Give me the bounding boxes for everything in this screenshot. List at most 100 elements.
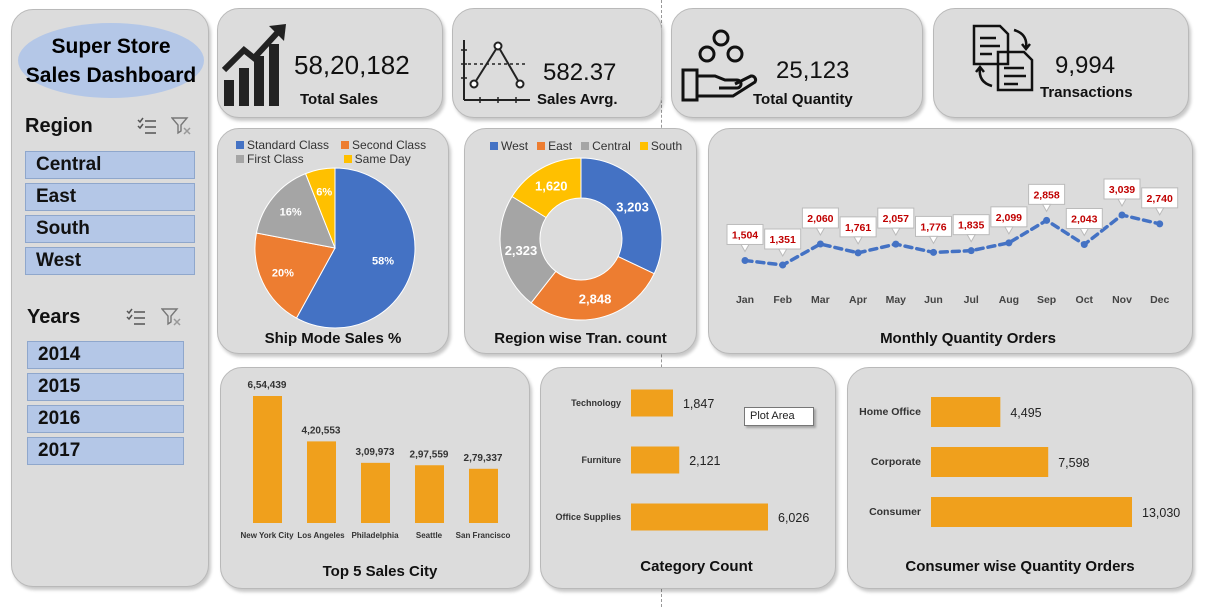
category-bar-chart: Technology 1,847 Furniture 2,121 Office Supp… [555,389,809,531]
line-data-label: 1,776 [920,221,946,233]
total-quantity-label: Total Quantity [753,91,853,108]
bar-data-label: 1,847 [683,397,714,411]
slicer-item-central[interactable]: Central [25,151,195,179]
pie-data-label: 6% [316,186,332,198]
clear-filter-icon[interactable] [161,307,183,327]
line-data-label: 1,504 [732,229,758,241]
line-point [1156,220,1164,228]
line-data-label: 2,099 [996,212,1022,224]
top-cities-bar-chart: 6,54,439 New York City 4,20,553 Los Angeles… [240,380,511,540]
city-bar-los-angeles [307,441,336,523]
data-callout: 3,039 [1103,178,1141,208]
dashboard-title-line1: Super Store [51,34,171,58]
hbar-corporate [931,447,1049,477]
x-tick-label: New York City [240,531,294,540]
donut-data-label: 3,203 [616,199,649,214]
line-point [1118,211,1126,219]
bar-data-label: 13,030 [1142,506,1180,520]
slicer-item-2015[interactable]: 2015 [27,373,184,401]
category-chart-panel [540,367,836,589]
y-tick-label: Consumer [869,506,921,518]
legend-item: East [537,139,572,153]
top-cities-chart-title: Top 5 Sales City [322,563,438,580]
legend-item: Standard Class [236,138,329,152]
y-tick-label: Furniture [582,455,622,465]
bar-data-label: 6,026 [778,511,809,525]
clear-filter-icon[interactable] [171,116,193,136]
data-callout: 2,858 [1028,183,1066,213]
line-data-label: 2,740 [1147,193,1173,205]
x-tick-label: Oct [1076,294,1094,306]
legend-item: South [639,139,683,153]
consumer-chart-title: Consumer wise Quantity Orders [905,558,1135,575]
donut-data-label: 2,323 [505,243,538,258]
bar-data-label: 3,09,973 [356,447,395,458]
slicer-item-south[interactable]: South [25,215,195,243]
donut-data-label: 2,848 [579,291,612,306]
data-callout: 2,099 [990,206,1028,235]
consumer-bar-chart: Home Office 4,495 Corporate 7,598 Consumer 13… [859,397,1180,527]
multi-select-icon[interactable] [137,117,157,135]
slicer-item-west[interactable]: West [25,247,195,275]
hand-coins-icon [681,29,758,102]
line-data-label: 1,351 [770,234,796,246]
x-tick-label: Jul [964,294,979,306]
line-point [1043,216,1051,224]
hbar-furniture [631,446,680,474]
legend-label-south: South [650,139,683,153]
slicer-item-2017[interactable]: 2017 [27,437,184,465]
city-bar-seattle [415,465,444,523]
x-tick-label: Sep [1037,294,1056,306]
dashboard-title: Super Store Sales Dashboard [18,23,204,98]
bar-data-label: 4,20,553 [302,425,341,436]
region-slicer-heading: Region [25,115,93,137]
data-callout: 2,057 [877,207,915,237]
x-tick-label: Aug [999,294,1019,306]
legend-label-second-class: Second Class [352,138,427,152]
callout-pointer [1117,198,1127,208]
data-callout: 1,351 [764,228,802,258]
pie-data-label: 16% [280,206,302,218]
slicer-item-2014[interactable]: 2014 [27,341,184,369]
slicer-panel [11,9,209,587]
slicer-item-2016[interactable]: 2016 [27,405,184,433]
ship-mode-chart-title: Ship Mode Sales % [264,330,402,347]
legend-item: Same Day [343,152,411,166]
region-chart-title: Region wise Tran. count [494,330,667,347]
callout-pointer [1004,226,1014,235]
sales-avg-value: 582.37 [543,59,617,86]
x-tick-label: Seattle [416,531,443,540]
total-sales-value: 58,20,182 [294,50,410,80]
x-tick-label: Jun [924,294,943,306]
bar-data-label: 7,598 [1058,456,1089,470]
slicer-item-east[interactable]: East [25,183,195,211]
x-tick-label: San Francisco [456,531,511,540]
line-graph-icon [461,40,530,103]
legend-item: Central [581,139,631,153]
line-point [892,240,900,248]
line-point [967,247,975,255]
plot-area-tooltip: Plot Area [744,407,814,426]
callout-pointer [1079,228,1090,237]
multi-select-icon[interactable] [126,308,146,326]
x-tick-label: Dec [1150,294,1169,306]
hbar-consumer [931,497,1132,527]
hbar-home-office [931,397,1001,427]
donut-data-label: 1,620 [535,179,568,194]
x-tick-label: May [886,294,907,306]
y-tick-label: Technology [571,398,621,408]
x-tick-label: Feb [773,294,792,306]
pie-slice-same-day [304,167,336,249]
bar-data-label: 2,121 [689,454,720,468]
city-bar-san-francisco [469,468,498,523]
city-bar-new-york-city [253,396,282,523]
total-quantity-value: 25,123 [776,57,850,84]
hbar-office-supplies [631,503,768,531]
donut-slice-east [530,255,655,321]
data-callout: 1,761 [839,216,877,245]
kpi-card-total-quantity [671,8,923,118]
y-tick-label: Office Supplies [555,512,621,522]
legend-label-central: Central [592,139,631,153]
callout-pointer [853,236,863,245]
ship-mode-legend: Standard Class Second Class First Class … [236,138,446,166]
